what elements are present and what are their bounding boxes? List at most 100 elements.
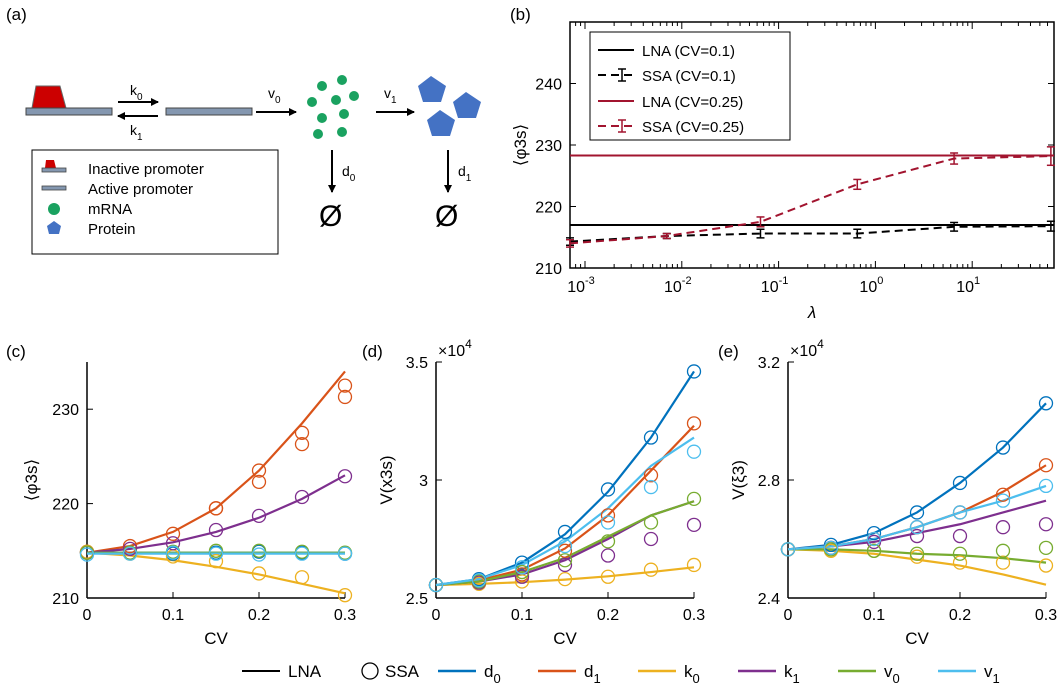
chart-d-lna-line-k0 xyxy=(435,566,695,587)
chart-e-ssa-point-v0 xyxy=(866,543,882,558)
legend-ssa-cv01-swatch xyxy=(598,68,634,82)
chart-e-ssa-point-v1 xyxy=(909,520,925,535)
chart-d-ssa-point-v1 xyxy=(600,515,616,530)
chart-d-lna-line-v1 xyxy=(435,436,695,587)
chart-d-ssa-point-d0 xyxy=(600,482,616,497)
chart-e-ssa-point-v1 xyxy=(780,542,796,557)
chart-d-ytick-label: 2.5 xyxy=(406,591,428,608)
chart-b-ylabel: ⟨φ3s⟩ xyxy=(511,124,530,166)
chart-e-xtick-label: 0 xyxy=(784,607,793,624)
bottom-legend-v1: v1 xyxy=(984,662,1000,686)
chart-e-ssa-point-v1 xyxy=(866,531,882,547)
chart-b-ytick-label: 230 xyxy=(535,138,562,155)
bottom-legend-d1: d1 xyxy=(584,662,601,686)
legend-active-promoter-icon xyxy=(41,185,67,191)
legend-ssa-cv01: SSA (CV=0.1) xyxy=(642,68,736,85)
chart-b-xtick-label: 10-1 xyxy=(761,275,789,296)
chart-c-ssa-point-d1 xyxy=(294,436,310,452)
k0-label: k0 xyxy=(130,82,143,103)
chart-e-ssa-point-k1 xyxy=(952,528,968,544)
empty-set-0: Ø xyxy=(319,200,342,233)
chart-d-multiplier: ×104 xyxy=(438,337,472,360)
chart-d-ssa-point-k0 xyxy=(643,562,659,577)
k1-label: k1 xyxy=(130,122,143,143)
chart-c-xlabel: CV xyxy=(204,629,228,648)
empty-set-1: Ø xyxy=(435,200,458,233)
chart-d-ssa-point-d0 xyxy=(643,430,659,445)
chart-e-ssa-point-k0 xyxy=(952,555,968,570)
chart-e-ssa-point-v1 xyxy=(1038,478,1054,494)
chart-d-lna-line-d1 xyxy=(435,424,695,587)
chart-c-ssa-point-v1 xyxy=(165,545,181,560)
chart-c-ssa-point-k0 xyxy=(251,566,267,581)
legend-protein-icon xyxy=(47,221,61,234)
chart-c-ssa-point-k1 xyxy=(337,469,353,484)
chart-d-xtick-label: 0.2 xyxy=(597,607,619,624)
chart-d-ssa-point-v0 xyxy=(557,553,573,568)
chart-c-ssa-point-extra xyxy=(251,463,267,478)
chart-d-ssa-point-k1 xyxy=(557,557,573,573)
chart-b-xtick-label: 10-2 xyxy=(664,275,692,296)
chart-d-xtick-label: 0 xyxy=(432,607,441,624)
chart-c-ssa-point-extra xyxy=(337,378,353,393)
chart-c-ssa-point-k0 xyxy=(208,554,224,569)
chart-d-ssa-point-v1 xyxy=(557,538,573,554)
chart-d-ssa-point-k0 xyxy=(600,569,616,584)
chart-b-legend: LNA (CV=0.1) SSA (CV=0.1) LNA (CV=0.25) … xyxy=(589,31,791,141)
chart-e-ytick-label: 2.8 xyxy=(758,473,780,490)
legend-lna-cv025: LNA (CV=0.25) xyxy=(642,94,743,111)
chart-d-ssa-point-v0 xyxy=(643,515,659,530)
panel-b-label: (b) xyxy=(510,5,531,24)
chart-d-ssa-point-v1 xyxy=(514,560,530,575)
chart-b-xlabel: λ xyxy=(807,303,816,322)
chart-c-ssa-point-d1 xyxy=(165,526,181,541)
panel-a: (a) k0 k1 v0 v1 xyxy=(6,5,481,255)
chart-e-ssa-point-d0 xyxy=(866,525,882,541)
chart-e-ssa-point-d0 xyxy=(909,505,925,520)
bottom-legend-k1: k1 xyxy=(784,662,800,686)
chart-d-ssa-point-v1 xyxy=(643,479,659,495)
chart-d-ssa-point-v1 xyxy=(428,577,444,593)
chart-b-xtick-label: 10-3 xyxy=(567,275,595,296)
chart-e-ssa-point-d0 xyxy=(1038,396,1054,411)
chart-d-xtick-label: 0.3 xyxy=(683,607,705,624)
chart-c-xtick-label: 0.3 xyxy=(334,607,356,624)
bottom-legend-ssa-swatch xyxy=(361,662,379,680)
chart-e-ssa-point-v1 xyxy=(823,540,839,555)
chart-e-ssa-point-k1 xyxy=(995,520,1011,535)
chart-c-xtick-label: 0 xyxy=(83,607,92,624)
chart-d-ylabel: V(x3s) xyxy=(377,455,396,504)
d1-label: d1 xyxy=(458,163,472,184)
chart-b-xtick-label: 100 xyxy=(859,275,883,296)
chart-e-ssa-point-k0 xyxy=(909,549,925,564)
chart-d-ytick-label: 3.5 xyxy=(406,355,428,372)
schematic-legend: Inactive promoter Active promoter mRNA P… xyxy=(31,149,279,255)
v1-label: v1 xyxy=(384,85,397,106)
chart-d-ssa-point-k1 xyxy=(514,569,530,584)
chart-c-ssa-point-k1 xyxy=(165,536,181,551)
chart-b-xtick-label: 101 xyxy=(956,275,980,296)
chart-e-xtick-label: 0.3 xyxy=(1035,607,1057,624)
chart-e-lna-line-v0 xyxy=(788,548,1047,564)
active-promoter-icon xyxy=(165,107,253,116)
chart-e: 2.4 2.8 3.2 0 0.1 0.2 0.3 CV V(ξ3) ×104 xyxy=(729,337,1057,648)
chart-e-ssa-point-d0 xyxy=(952,475,968,491)
inactive-promoter-icon xyxy=(25,85,113,116)
chart-d: 2.5 3 3.5 0 0.1 0.2 0.3 CV V(x3s) ×104 xyxy=(377,337,705,648)
chart-c-ssa-point-v1 xyxy=(122,546,138,561)
legend-protein: Protein xyxy=(88,221,136,238)
chart-e-ssa-point-v1 xyxy=(952,505,968,520)
chart-d-ssa-point-k0 xyxy=(514,574,530,589)
chart-e-multiplier: ×104 xyxy=(790,337,824,360)
panel-a-label: (a) xyxy=(6,5,27,24)
bottom-legend: LNA SSA d0 d1 k0 k1 v0 v1 xyxy=(242,662,1000,686)
chart-e-ssa-point-v0 xyxy=(952,546,968,561)
chart-c-ssa-point-k0 xyxy=(337,588,353,603)
chart-b-ytick-label: 210 xyxy=(535,261,562,278)
chart-c-ssa-point-v1 xyxy=(294,546,310,561)
chart-e-ssa-point-v1 xyxy=(995,493,1011,508)
chart-e-ssa-point-d0 xyxy=(995,440,1011,455)
panel-e-label: (e) xyxy=(718,342,739,361)
chart-c-ssa-point-extra xyxy=(208,501,224,516)
legend-inactive-promoter-icon xyxy=(41,160,67,173)
